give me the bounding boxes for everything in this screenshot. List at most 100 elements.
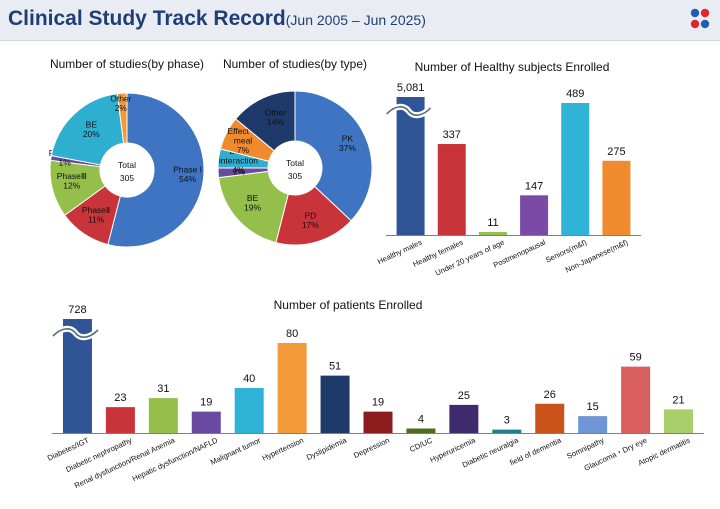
pie-2-title: Number of studies(by type) (223, 57, 367, 71)
pie-1-slice-be (50, 93, 125, 166)
pie-1-pct-phase-i: 54% (179, 174, 196, 184)
bar2-bar-malignant-tumor (234, 388, 264, 433)
header-bar: Clinical Study Track Record(Jun 2005 – J… (0, 0, 720, 41)
pie-2-pct-be: 19% (244, 203, 261, 213)
pie-1-label-other: Other (110, 94, 131, 104)
pie-2-pct-pd: 17% (302, 220, 319, 230)
bar2-value-diabetes-igt: 728 (68, 304, 86, 316)
pie-1-label-phase-i: Phase I (173, 165, 202, 175)
bar2-value-hypertension: 80 (286, 328, 298, 340)
bar1-bar-under-20-years-of-age (478, 232, 507, 235)
pie-2-pct-effect-of-meal: 7% (237, 145, 250, 155)
bar1-value-non-japanese-m-f: 275 (607, 146, 625, 158)
bar1-bar-seniors-m-f (561, 103, 590, 235)
pie-1-label-be: BE (86, 119, 98, 129)
bar2-title: Number of patients Enrolled (274, 298, 423, 312)
bar2-bar-atopic-dermatitis (664, 409, 694, 433)
pie-2-slice-other (234, 90, 296, 152)
bar2-value-hyperuricemia: 25 (458, 390, 470, 402)
logo-dot-blue-2 (700, 19, 710, 29)
bar2-category-depression: Depression (352, 436, 391, 460)
pie-2-slice-pk (294, 90, 373, 222)
pie-1-pct-be: 20% (83, 129, 100, 139)
bar2-bar-glaucoma-dry-eye (621, 366, 651, 433)
bar2-value-somnipathy: 15 (587, 401, 599, 413)
bar2-category-cd-uc: CD/UC (408, 435, 434, 454)
pie-1-label-phaseiii: PhaseⅢ (57, 171, 87, 181)
bar2-bar-hyperuricemia (449, 404, 479, 433)
pie-2-slice-pd (275, 185, 352, 246)
bar2-bar-diabetic-neuralgia (492, 429, 522, 433)
pie-2-slice-be (218, 170, 289, 244)
bar1-value-healthy-females: 337 (443, 129, 461, 141)
pie-2-pct-pk: 37% (339, 143, 356, 153)
page-title: Clinical Study Track Record(Jun 2005 – J… (8, 7, 426, 31)
pie-2-hole (268, 141, 322, 195)
bar2-bar-cd-uc (406, 428, 436, 433)
pie-2-label-be: BE (247, 193, 259, 203)
bar2-value-hepatic-dysfunction-nafld: 19 (200, 397, 212, 409)
bar1-axis-break (386, 106, 432, 116)
pie-1-pct-phaseiv: 1% (59, 157, 72, 167)
pie-1-hole (100, 143, 154, 197)
bar2-value-depression: 19 (372, 397, 384, 409)
pie-2-label-other: Other (265, 108, 286, 118)
pie-2-pct-drug-interaction: 4% (232, 165, 245, 175)
pie-2-label-drug-interaction-l1: interaction (219, 156, 258, 166)
pie-1-pct-phase-ii: 11% (88, 214, 105, 224)
bar2-value-malignant-tumor: 40 (243, 373, 255, 385)
pie-2-label-pd: PD (304, 210, 316, 220)
bar1-value-postmenopausal: 147 (525, 180, 543, 192)
pie-2-label-effect-of-meal-l1: meal (234, 136, 253, 146)
logo-dot-blue-1 (690, 8, 700, 18)
bar2-bar-dyslipidemia (320, 375, 350, 433)
pie-1-label-phase-ii: PhaseⅡ (82, 205, 110, 215)
bar2-bar-diabetic-nephropathy (105, 407, 135, 433)
bar1-bar-healthy-males (396, 97, 425, 235)
bar2-category-hypertension: Hypertension (261, 436, 305, 463)
bar1-value-under-20-years-of-age: 11 (487, 217, 498, 229)
bar1-bar-healthy-females (437, 144, 466, 235)
logo-dot-red-2 (690, 19, 700, 29)
pie-2-center-label: Total (286, 158, 304, 168)
bar2-value-cd-uc: 4 (418, 414, 424, 426)
bar1-title: Number of Healthy subjects Enrolled (415, 60, 610, 74)
pie-1-pct-phaseiii: 12% (63, 181, 80, 191)
pie-2-pct-ba: 2% (233, 166, 246, 176)
pie-2-label-pk: PK (342, 134, 354, 144)
pie-1-slice-other (116, 92, 128, 144)
bar2-axis-break (52, 328, 99, 338)
bar2-value-dyslipidemia: 51 (329, 361, 341, 373)
pie-1-title: Number of studies(by phase) (50, 57, 204, 71)
bar2-category-dyslipidemia: Dyslipidemia (305, 435, 349, 462)
bar2-value-atopic-dermatitis: 21 (672, 394, 684, 406)
bar2-value-renal-dysfunction-renal-anemia: 31 (157, 383, 169, 395)
bar1-value-healthy-males: 5,081 (397, 82, 425, 94)
bar2-bar-hypertension (277, 343, 307, 433)
pie-2-center-value: 305 (288, 171, 302, 181)
pie-2-label-effect-of-meal-l0: Effect of (227, 126, 259, 136)
bar2-bar-somnipathy (578, 416, 608, 433)
bar1-category-under-20-years-of-age: Under 20 years of age (434, 238, 506, 278)
title-date-range: (Jun 2005 – Jun 2025) (285, 12, 426, 28)
bar1-bar-postmenopausal (520, 195, 549, 235)
bar2-value-field-of-dementia: 26 (544, 389, 556, 401)
bar2-bar-renal-dysfunction-renal-anemia (148, 398, 178, 433)
bar2-value-diabetic-nephropathy: 23 (114, 392, 126, 404)
title-text: Clinical Study Track Record (8, 7, 286, 30)
pie-2-pct-other: 14% (267, 117, 284, 127)
bar2-value-diabetic-neuralgia: 3 (504, 415, 510, 427)
pie-1-center-label: Total (118, 160, 136, 170)
pie-1-pct-other: 2% (115, 103, 128, 113)
bar2-bar-depression (363, 411, 393, 433)
bar2-bar-hepatic-dysfunction-nafld (191, 411, 221, 433)
bar1-bar-non-japanese-m-f (602, 160, 631, 235)
logo-dot-red-1 (700, 8, 710, 18)
bar2-bar-field-of-dementia (535, 403, 565, 433)
bar1-value-seniors-m-f: 489 (566, 88, 584, 100)
bar2-value-glaucoma-dry-eye: 59 (629, 352, 641, 364)
company-logo (690, 8, 710, 29)
pie-1-center-value: 305 (120, 173, 134, 183)
pie-1-slice-phase-i (107, 92, 205, 248)
